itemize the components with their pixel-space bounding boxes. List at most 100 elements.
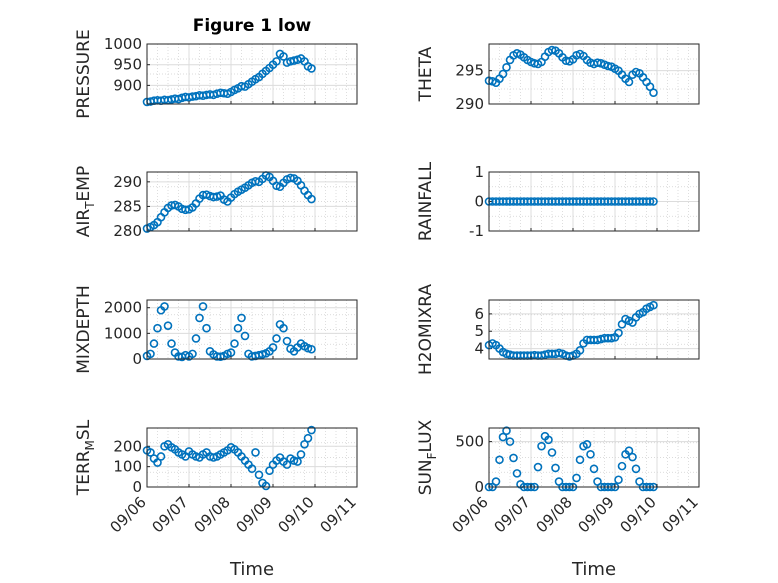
y-axis-label: AIRTEMP	[74, 166, 97, 237]
data-point	[153, 323, 162, 333]
data-point	[247, 464, 257, 473]
data-point	[649, 88, 658, 97]
y-tick-label: 5	[474, 322, 484, 340]
y-tick-label: 4	[474, 340, 484, 358]
figure-title: Figure 1 low	[193, 16, 312, 36]
data-point	[230, 339, 239, 348]
x-axis-label-left: Time	[229, 559, 274, 580]
data-point	[296, 450, 306, 459]
y-tick-label: 0	[132, 478, 142, 496]
data-point	[575, 455, 585, 465]
data-point	[547, 448, 557, 457]
y-tick-label: 100	[113, 458, 142, 476]
data-point	[240, 331, 250, 341]
data-point	[551, 463, 560, 473]
data-point	[251, 448, 260, 457]
data-point	[645, 197, 655, 206]
data-point	[279, 323, 288, 333]
y-tick-label: 0	[474, 193, 484, 211]
data-point	[589, 464, 599, 474]
y-tick-label: 290	[113, 173, 142, 191]
data-point	[293, 457, 302, 466]
data-point	[282, 336, 292, 346]
y-tick-label: 200	[113, 437, 142, 455]
data-point	[628, 452, 637, 462]
data-point	[502, 63, 511, 72]
panel-h2omixra: 456 H2OMIXRA	[416, 284, 700, 375]
data-point	[191, 334, 201, 343]
axes-box	[488, 171, 700, 232]
data-point	[624, 446, 634, 455]
x-tick-label: 09/07	[149, 493, 192, 536]
axes-box	[146, 43, 358, 105]
data-point	[272, 181, 281, 191]
data-point	[607, 333, 616, 343]
y-axis-label: PRESSURE	[74, 29, 94, 118]
y-axis-label: SUNFLUX	[416, 419, 439, 495]
data-point	[547, 45, 557, 55]
axes-box	[488, 43, 700, 105]
panel-rainfall: -1 0 1 RAINFALL	[416, 161, 700, 241]
data-point	[586, 450, 595, 459]
data-point	[282, 460, 292, 469]
data-point	[509, 453, 518, 463]
data-point	[537, 441, 546, 451]
data-point	[163, 321, 173, 330]
x-tick-label: 09/09	[233, 493, 276, 536]
data-point	[572, 473, 581, 483]
data-point	[614, 475, 623, 485]
data-point	[160, 302, 169, 311]
y-tick-label: 1000	[104, 35, 142, 53]
y-tick-label: -1	[469, 222, 484, 240]
data-point	[300, 439, 309, 449]
data-point	[603, 61, 613, 71]
data-point	[237, 313, 246, 323]
data-point	[303, 433, 313, 443]
y-tick-label: 0	[132, 350, 142, 368]
y-tick-label: 1	[474, 163, 484, 181]
data-point	[195, 313, 204, 323]
data-point	[649, 300, 658, 310]
data-point	[498, 69, 508, 79]
y-tick-label: 280	[113, 222, 142, 240]
data-point	[582, 440, 592, 449]
data-point	[502, 426, 511, 436]
data-point	[261, 481, 271, 491]
data-point	[307, 194, 316, 204]
x-tick-label: 09/07	[491, 493, 534, 536]
data-point	[498, 432, 508, 442]
data-point	[212, 192, 222, 201]
panel-theta: 290 295 THETA	[416, 43, 700, 113]
data-point	[216, 352, 225, 361]
x-axis-label-right: Time	[571, 559, 616, 580]
data-point	[512, 469, 522, 478]
axes-box	[146, 299, 358, 360]
data-point	[233, 323, 243, 333]
y-tick-label: 900	[113, 76, 142, 94]
data-point	[149, 339, 159, 348]
x-tick-label: 09/10	[275, 493, 318, 536]
y-tick-label: 290	[455, 95, 484, 113]
data-point	[265, 466, 274, 476]
data-point	[649, 197, 658, 206]
y-tick-label: 950	[113, 56, 142, 74]
data-point	[631, 464, 641, 474]
data-point	[153, 458, 162, 467]
x-tick-label: 09/06	[107, 493, 150, 536]
data-point	[575, 346, 585, 355]
y-tick-label: 2000	[104, 299, 142, 317]
data-point	[202, 323, 211, 333]
data-point	[272, 57, 281, 66]
y-tick-label: 295	[455, 62, 484, 80]
y-axis-label: THETA	[416, 46, 436, 102]
data-point	[617, 461, 627, 471]
data-point	[495, 455, 504, 465]
data-point	[188, 349, 197, 359]
data-point	[307, 64, 316, 73]
data-point	[544, 435, 553, 445]
data-point	[645, 82, 655, 91]
y-axis-label: MIXDEPTH	[74, 285, 94, 374]
x-tick-label: 09/11	[659, 493, 702, 536]
data-point	[307, 425, 316, 435]
